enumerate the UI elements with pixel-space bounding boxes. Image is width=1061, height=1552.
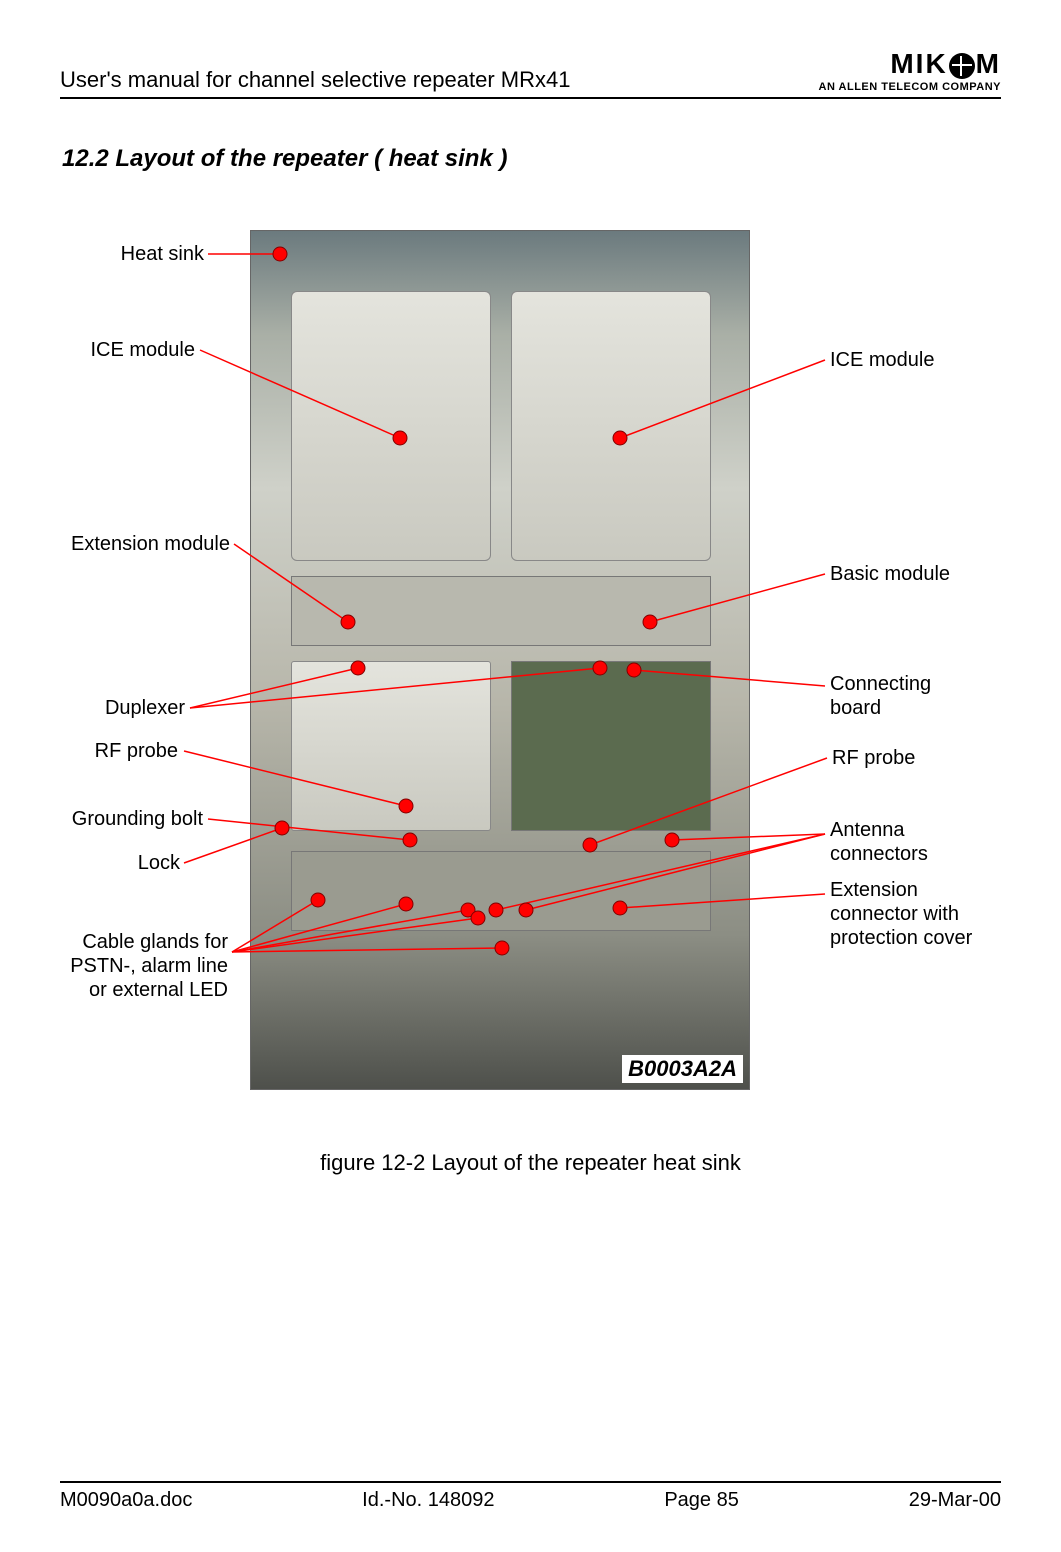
- callout-extension-module: Extension module: [71, 532, 230, 556]
- device-photo: B0003A2A: [250, 230, 750, 1090]
- header-title: User's manual for channel selective repe…: [60, 67, 570, 93]
- callout-rf-probe-right: RF probe: [832, 746, 915, 770]
- figure-area: B0003A2A Heat sink ICE module Extension mo…: [60, 230, 1001, 1150]
- callout-rf-probe-left: RF probe: [95, 739, 178, 763]
- logo-main: MIK M: [819, 50, 1002, 79]
- callout-extension-connector: Extensionconnector withprotection cover: [830, 878, 972, 950]
- figure-caption: figure 12-2 Layout of the repeater heat …: [0, 1150, 1061, 1176]
- callout-basic-module: Basic module: [830, 562, 950, 586]
- page-header: User's manual for channel selective repe…: [60, 50, 1001, 99]
- callout-cable-glands: Cable glands forPSTN-, alarm lineor exte…: [70, 930, 228, 1002]
- footer-doc: M0090a0a.doc: [60, 1489, 192, 1512]
- callout-ice-module-left: ICE module: [91, 338, 196, 362]
- footer-page: Page 85: [664, 1489, 739, 1512]
- footer-date: 29-Mar-00: [909, 1489, 1001, 1512]
- logo-subtitle: AN ALLEN TELECOM COMPANY: [819, 81, 1002, 93]
- callout-connecting-board: Connectingboard: [830, 672, 931, 720]
- callout-heat-sink: Heat sink: [121, 242, 204, 266]
- callout-ice-module-right: ICE module: [830, 348, 935, 372]
- callout-antenna-connectors: Antennaconnectors: [830, 818, 928, 866]
- callout-grounding-bolt: Grounding bolt: [72, 807, 203, 831]
- logo-text-left: MIK: [890, 48, 947, 79]
- image-code: B0003A2A: [622, 1055, 743, 1083]
- page-footer: M0090a0a.doc Id.-No. 148092 Page 85 29-M…: [60, 1481, 1001, 1512]
- callout-duplexer: Duplexer: [105, 696, 185, 720]
- section-heading: 12.2 Layout of the repeater ( heat sink …: [62, 145, 1001, 173]
- globe-icon: [949, 53, 975, 79]
- callout-lock: Lock: [138, 851, 180, 875]
- footer-id: Id.-No. 148092: [362, 1489, 494, 1512]
- logo-text-right: M: [976, 48, 1001, 79]
- company-logo: MIK M AN ALLEN TELECOM COMPANY: [819, 50, 1002, 93]
